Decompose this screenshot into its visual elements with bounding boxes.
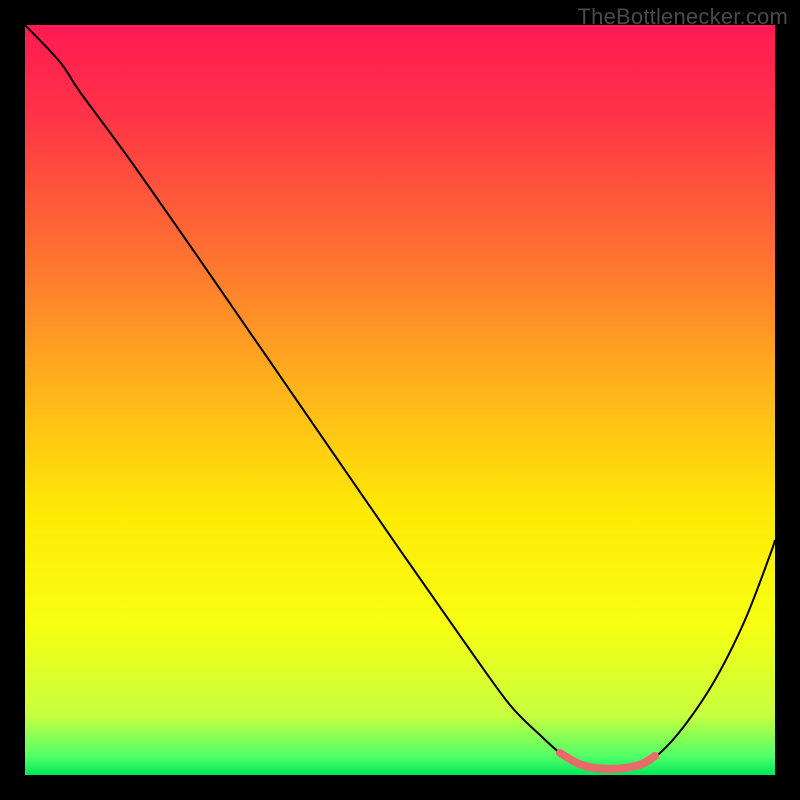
bottleneck-chart [0,0,800,800]
plot-background [25,25,775,775]
watermark-text: TheBottlenecker.com [578,4,788,30]
